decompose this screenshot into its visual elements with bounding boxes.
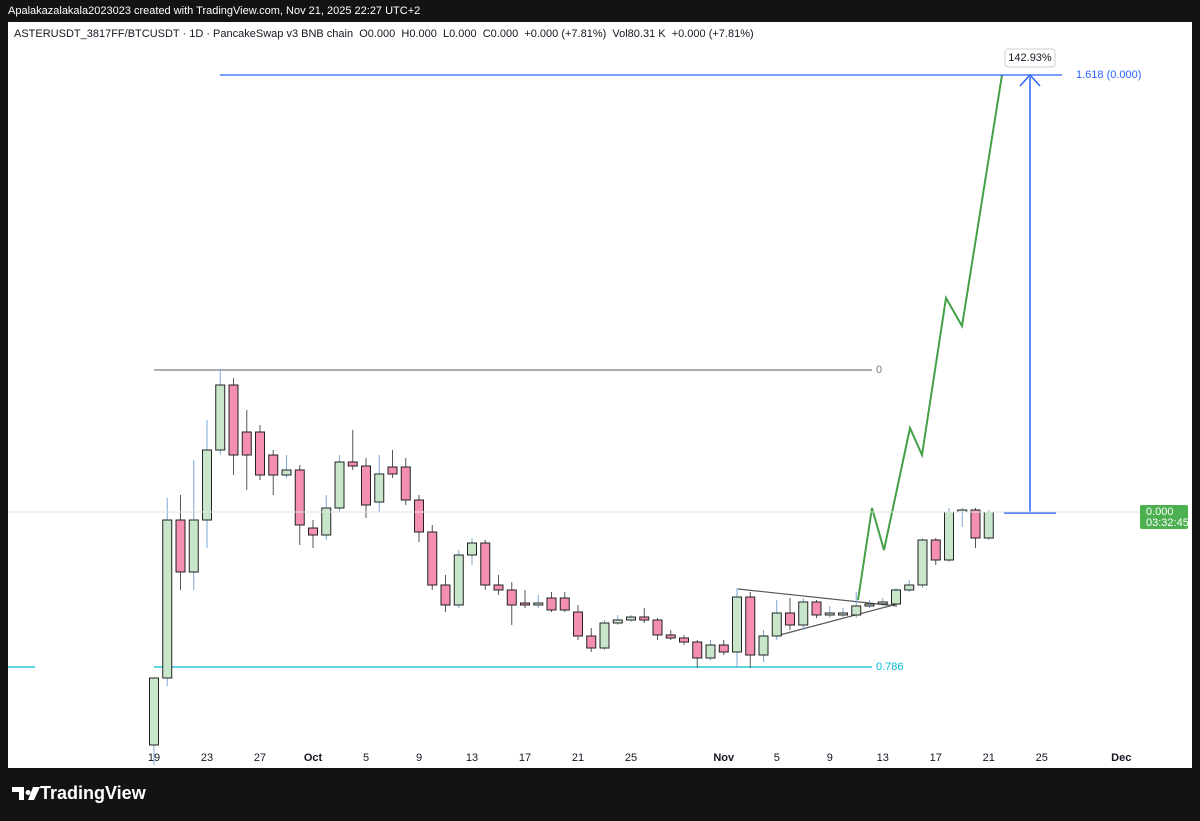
candle-body (533, 602, 544, 606)
candle-body (864, 603, 875, 607)
x-tick-label: 5 (363, 752, 369, 764)
candle-body (983, 511, 994, 539)
candle-body (294, 469, 305, 526)
candle-body (175, 519, 186, 573)
candle-body (546, 597, 557, 611)
candle-body (228, 384, 239, 456)
projection-path (857, 74, 1003, 601)
candle-body (308, 527, 318, 536)
candle-body (586, 635, 597, 649)
candle-body (162, 519, 173, 679)
candle-body (493, 584, 504, 591)
candle-body (745, 596, 756, 656)
legend: ASTERUSDT_3817FF/BTCUSDT · 1D · PancakeS… (14, 28, 754, 40)
candle-body (374, 473, 385, 503)
candle-body (639, 616, 650, 621)
candle-body (771, 612, 782, 637)
level-label: 0.786 (876, 661, 904, 673)
candle-body (440, 584, 451, 606)
level-label: 0 (876, 364, 882, 376)
candle-body (573, 611, 583, 637)
annotation-box (1004, 48, 1056, 68)
footer-brand: TradingView (40, 783, 147, 803)
x-tick-label: Oct (304, 752, 323, 764)
candle-body (599, 622, 610, 649)
x-tick-label: 17 (930, 752, 942, 764)
x-tick-label: Nov (713, 752, 735, 764)
candle-body (944, 511, 954, 561)
candle-body (652, 619, 663, 636)
candle-body (506, 589, 517, 606)
candle-body (930, 539, 941, 561)
triangle-line (737, 588, 898, 607)
candle-body (612, 619, 623, 624)
candle-body (480, 542, 491, 586)
candle-body (334, 461, 345, 509)
candle-body (679, 637, 689, 643)
candle-body (414, 499, 424, 533)
x-tick-label: 21 (572, 752, 584, 764)
candle-body (970, 509, 981, 539)
x-tick-label: 27 (254, 752, 266, 764)
x-tick-label: 13 (466, 752, 478, 764)
candle-body (917, 539, 928, 586)
x-tick-label: 23 (201, 752, 213, 764)
plot-area (8, 22, 1192, 768)
x-tick-label: 17 (519, 752, 531, 764)
candle-body (665, 634, 676, 639)
x-tick-label: 5 (774, 752, 780, 764)
candle-body (361, 465, 371, 506)
level-label: 1.618 (0.000) (1076, 69, 1141, 81)
x-tick-label: 21 (983, 752, 995, 764)
candle-body (347, 461, 358, 467)
candle-body (255, 431, 265, 476)
x-tick-label: Dec (1111, 752, 1131, 764)
candle-body (758, 635, 769, 656)
x-tick-label: 25 (625, 752, 637, 764)
candle-body (387, 466, 398, 475)
candle-body (851, 605, 862, 616)
candle-body (321, 507, 332, 536)
candle-body (453, 554, 464, 606)
x-tick-label: 9 (416, 752, 422, 764)
candle-body (149, 677, 159, 746)
candle-body (215, 384, 226, 451)
candle-body (281, 469, 292, 476)
annotation: 142.93% (1008, 52, 1052, 64)
logo: TradingView (12, 783, 147, 803)
countdown: 03:32:45 (1146, 517, 1189, 529)
candle-body (559, 597, 570, 611)
x-tick-label: 9 (827, 752, 833, 764)
candle-body (692, 641, 703, 659)
candle-body (705, 644, 716, 659)
candle-body (467, 542, 477, 556)
candle-body (732, 596, 742, 653)
x-tick-label: 25 (1036, 752, 1048, 764)
candle-body (718, 644, 729, 653)
candle-body (400, 466, 411, 501)
candle-body (877, 601, 888, 605)
candle-body (188, 519, 199, 573)
candle-body (268, 454, 279, 476)
candle-body (626, 616, 636, 621)
x-tick-label: 13 (877, 752, 889, 764)
header: Apalakazalakala2023023 created with Trad… (8, 5, 420, 17)
candle-body (824, 612, 835, 616)
candle-body (785, 612, 795, 626)
candle-body (811, 601, 822, 616)
last-price-box (1140, 505, 1188, 529)
candle-body (241, 431, 252, 456)
logo-icon (12, 787, 40, 800)
candle-body (427, 531, 438, 586)
triangle-line (775, 603, 898, 637)
candle-body (202, 449, 212, 521)
candle-body (904, 584, 915, 591)
candle-body (838, 612, 848, 616)
candle-body (891, 589, 901, 605)
candle-body (798, 601, 809, 626)
last-price-label: 0.000 (1146, 506, 1174, 518)
candle-body (520, 602, 530, 606)
